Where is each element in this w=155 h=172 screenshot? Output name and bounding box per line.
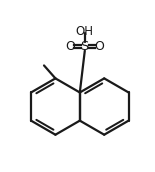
Text: S: S (81, 40, 89, 53)
Text: O: O (65, 40, 75, 53)
Text: O: O (94, 40, 104, 53)
Text: OH: OH (76, 25, 94, 38)
